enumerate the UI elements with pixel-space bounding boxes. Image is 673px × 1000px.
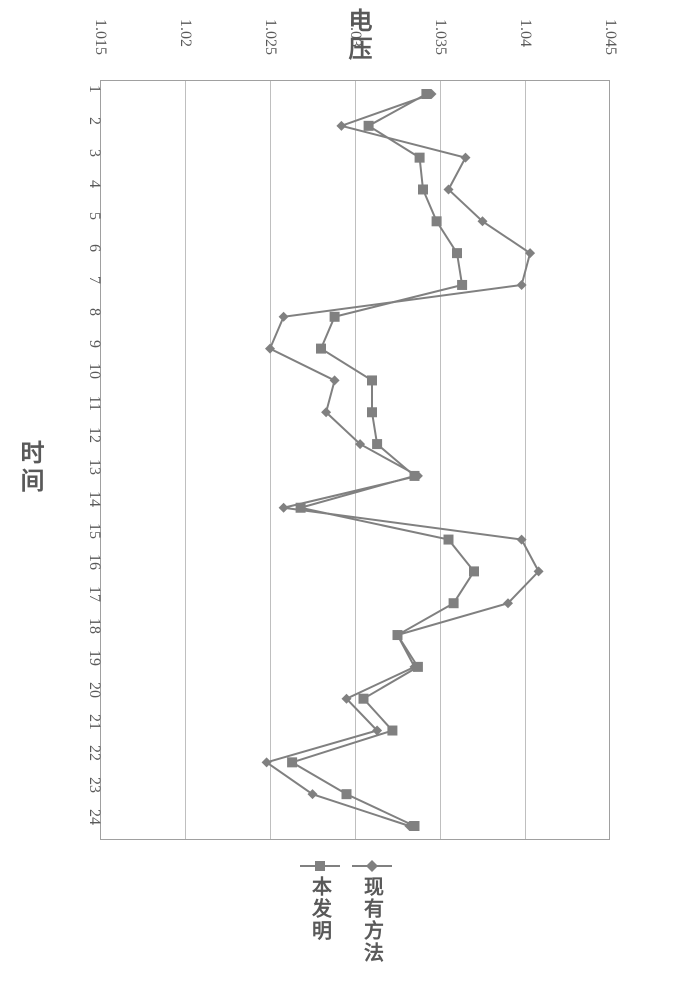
marker-existing_method — [265, 344, 275, 354]
marker-existing_method — [517, 535, 527, 545]
marker-this_invention — [469, 566, 479, 576]
marker-existing_method — [461, 153, 471, 163]
marker-existing_method — [279, 312, 289, 322]
legend-swatch-invention — [300, 860, 340, 872]
marker-this_invention — [367, 407, 377, 417]
marker-existing_method — [517, 280, 527, 290]
marker-this_invention — [410, 471, 420, 481]
marker-this_invention — [330, 312, 340, 322]
marker-this_invention — [372, 439, 382, 449]
marker-this_invention — [364, 121, 374, 131]
legend-entry-invention: 本发明 — [300, 860, 340, 942]
marker-existing_method — [330, 375, 340, 385]
marker-this_invention — [367, 375, 377, 385]
series-line-existing_method — [267, 94, 539, 826]
marker-this_invention — [457, 280, 467, 290]
marker-this_invention — [393, 630, 403, 640]
marker-this_invention — [452, 248, 462, 258]
marker-this_invention — [359, 694, 369, 704]
marker-this_invention — [410, 821, 420, 831]
marker-this_invention — [432, 216, 442, 226]
chart-container: 电压 时间 1.0151.021.0251.031.0351.041.045 1… — [0, 0, 673, 1000]
legend-label-existing: 现有方法 — [358, 876, 387, 964]
marker-this_invention — [316, 344, 326, 354]
legend-label-invention: 本发明 — [306, 876, 335, 942]
marker-this_invention — [421, 89, 431, 99]
marker-this_invention — [449, 598, 459, 608]
series-line-this_invention — [292, 94, 474, 826]
marker-this_invention — [342, 789, 352, 799]
marker-this_invention — [296, 503, 306, 513]
marker-existing_method — [336, 121, 346, 131]
marker-existing_method — [279, 503, 289, 513]
marker-this_invention — [413, 662, 423, 672]
plot-svg — [0, 0, 673, 1000]
legend: 现有方法 本发明 — [280, 860, 430, 990]
legend-swatch-existing — [352, 860, 392, 872]
marker-this_invention — [387, 726, 397, 736]
marker-this_invention — [415, 153, 425, 163]
marker-this_invention — [444, 535, 454, 545]
marker-this_invention — [418, 184, 428, 194]
legend-entry-existing: 现有方法 — [352, 860, 392, 964]
marker-this_invention — [287, 757, 297, 767]
